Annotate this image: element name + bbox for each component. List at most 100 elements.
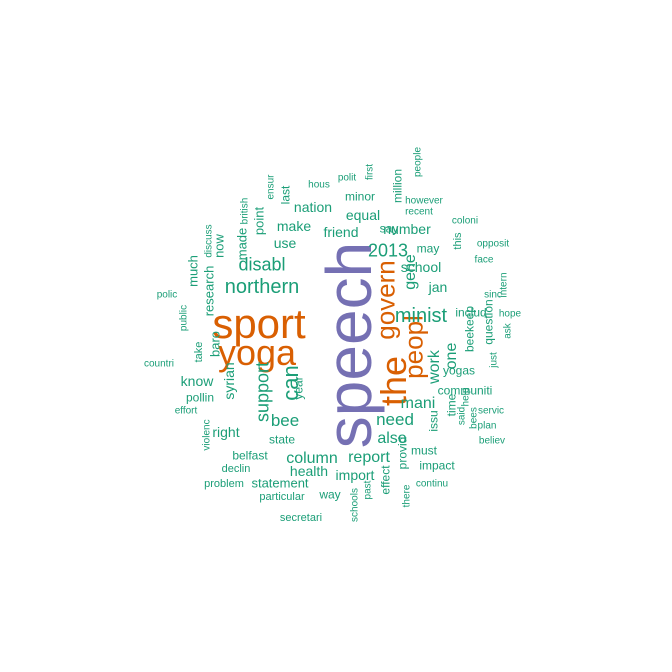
cloud-word-just: just xyxy=(489,352,500,369)
cloud-word-effort: effort xyxy=(175,406,198,417)
cloud-word-syrian: syrian xyxy=(221,362,237,399)
cloud-word-peopl: peopl xyxy=(398,315,428,379)
cloud-word-schools: schools xyxy=(350,488,361,522)
cloud-word-jan: jan xyxy=(428,279,448,295)
cloud-word-help: help xyxy=(461,387,472,406)
cloud-word-question: question xyxy=(481,299,495,344)
cloud-word-countri: countri xyxy=(144,359,174,370)
cloud-word-baro: baro xyxy=(208,331,223,357)
cloud-word-this: this xyxy=(452,232,464,250)
cloud-word-minor: minor xyxy=(345,189,375,203)
cloud-word-discuss: discuss xyxy=(204,224,215,257)
cloud-word-use: use xyxy=(274,235,297,251)
cloud-word-continu: continu xyxy=(416,479,448,490)
cloud-word-minist: minist xyxy=(395,305,448,327)
cloud-word-coloni: coloni xyxy=(452,216,478,227)
cloud-word-declin: declin xyxy=(222,463,251,475)
cloud-word-number: number xyxy=(383,221,431,237)
cloud-word-polic: polic xyxy=(157,290,178,301)
cloud-word-plan: plan xyxy=(478,421,497,432)
cloud-word-sport: sport xyxy=(212,300,306,347)
cloud-word-column: column xyxy=(286,450,338,467)
cloud-word-mani: mani xyxy=(401,395,436,412)
cloud-word-state: state xyxy=(269,432,295,446)
cloud-word-secretari: secretari xyxy=(280,512,322,524)
cloud-word-research: research xyxy=(202,266,217,317)
cloud-word-take: take xyxy=(193,342,205,363)
cloud-word-servic: servic xyxy=(478,406,504,417)
cloud-word-impact: impact xyxy=(419,458,455,472)
cloud-word-last: last xyxy=(278,185,292,204)
cloud-word-ensur: ensur xyxy=(266,174,277,200)
cloud-word-first: first xyxy=(365,164,376,180)
cloud-word-time: time xyxy=(444,393,458,416)
cloud-word-said: said xyxy=(457,407,468,425)
cloud-word-gene: gene xyxy=(402,254,419,290)
cloud-word-communiti: communiti xyxy=(438,383,493,397)
cloud-word-way: way xyxy=(318,487,340,501)
cloud-word-yogas: yogas xyxy=(443,363,475,377)
cloud-word-british: british xyxy=(240,198,251,225)
cloud-word-can: can xyxy=(278,365,303,400)
cloud-word-face: face xyxy=(475,255,494,266)
cloud-word-effect: effect xyxy=(378,465,392,495)
cloud-word-govern: govern xyxy=(370,260,400,340)
cloud-word-one: one xyxy=(443,343,460,370)
cloud-word-public: public xyxy=(179,305,190,331)
cloud-word-opposit: opposit xyxy=(477,239,509,250)
cloud-word-hope: hope xyxy=(499,309,522,320)
cloud-word-belfast: belfast xyxy=(232,448,268,462)
cloud-word-yoga: yoga xyxy=(218,332,297,373)
cloud-word-problem: problem xyxy=(204,478,244,490)
cloud-word-people: people xyxy=(413,147,424,177)
cloud-word-provid: provid xyxy=(395,437,409,470)
cloud-word-the: the xyxy=(373,356,414,406)
cloud-word-polit: polit xyxy=(338,173,357,184)
cloud-word-year: year xyxy=(291,376,305,399)
cloud-word-pollin: pollin xyxy=(186,390,214,404)
cloud-word-recent: recent xyxy=(405,207,433,218)
cloud-word-however: however xyxy=(405,196,443,207)
cloud-word-issu: issu xyxy=(426,410,440,431)
cloud-word-includ: includ xyxy=(455,305,486,319)
cloud-word-sinc: sinc xyxy=(484,290,502,301)
cloud-word-nation: nation xyxy=(294,199,332,215)
cloud-word-disabl: disabl xyxy=(238,254,285,274)
cloud-word-beekeep: beekeep xyxy=(462,306,476,352)
cloud-word-violenc: violenc xyxy=(202,419,213,450)
cloud-word-point: point xyxy=(252,207,267,236)
cloud-word-also: also xyxy=(377,430,406,447)
cloud-word-health: health xyxy=(290,463,328,479)
cloud-word-need: need xyxy=(376,410,414,429)
cloud-word-import: import xyxy=(336,467,375,483)
cloud-word-intern: intern xyxy=(499,272,510,297)
cloud-word-2013: 2013 xyxy=(368,240,408,260)
cloud-word-ask: ask xyxy=(503,322,514,339)
cloud-word-made: made xyxy=(235,228,250,261)
cloud-word-know: know xyxy=(181,373,215,389)
cloud-word-bee: bee xyxy=(271,411,299,430)
cloud-word-million: million xyxy=(390,169,404,203)
cloud-word-work: work xyxy=(426,349,443,385)
cloud-word-particular: particular xyxy=(259,491,305,503)
cloud-word-say: say xyxy=(380,221,399,235)
cloud-word-make: make xyxy=(277,218,311,234)
cloud-word-there: there xyxy=(402,484,413,507)
cloud-word-northern: northern xyxy=(225,276,300,298)
cloud-word-school: school xyxy=(401,259,441,275)
cloud-word-support: support xyxy=(252,362,272,422)
cloud-word-believ: believ xyxy=(479,436,505,447)
cloud-word-must: must xyxy=(411,443,438,457)
cloud-word-statement: statement xyxy=(251,476,308,491)
cloud-word-much: much xyxy=(186,255,201,287)
cloud-word-friend: friend xyxy=(323,224,358,240)
cloud-word-equal: equal xyxy=(346,207,380,223)
cloud-word-bees: bees xyxy=(469,407,480,429)
cloud-word-now: now xyxy=(212,233,227,257)
cloud-word-may: may xyxy=(417,241,440,255)
cloud-word-right: right xyxy=(212,424,239,440)
cloud-word-hous: hous xyxy=(308,180,330,191)
cloud-word-speech: speech xyxy=(313,242,385,448)
cloud-word-report: report xyxy=(348,449,390,466)
